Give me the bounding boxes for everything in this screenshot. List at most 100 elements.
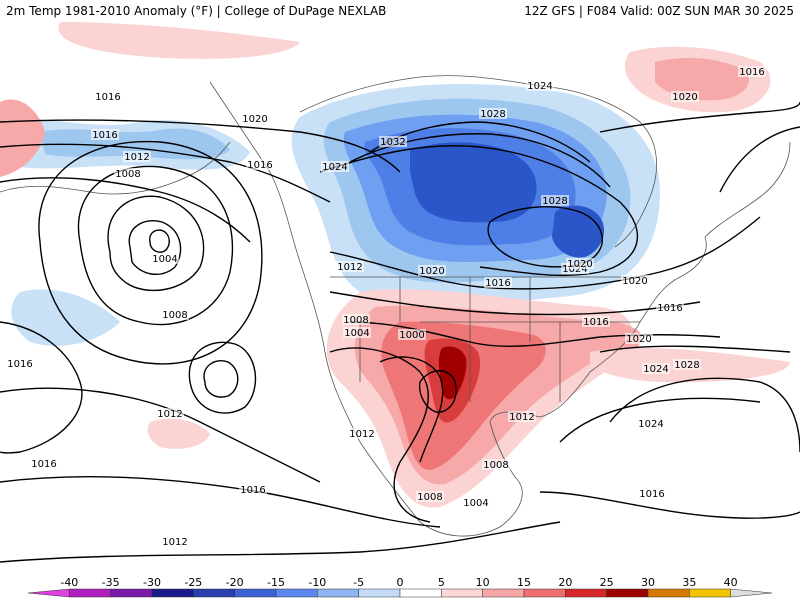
colorbar-tick-label: -20	[226, 576, 244, 589]
isobar-label: 1012	[157, 409, 182, 420]
colorbar-bin	[151, 588, 194, 598]
isobar-label-bg	[541, 195, 569, 206]
isobar-label: 1020	[242, 114, 267, 125]
isobar-label: 1024	[322, 162, 347, 173]
header-bar: 2m Temp 1981-2010 Anomaly (°F) | College…	[0, 0, 800, 22]
isobar-label: 1008	[162, 310, 187, 321]
isobar-label: 1020	[626, 334, 651, 345]
isobar-label: 1020	[567, 259, 592, 270]
isobar-label: 1024	[643, 364, 668, 375]
isobar-label: 1028	[480, 109, 505, 120]
isobar-label: 1004	[152, 254, 177, 265]
isobar-label: 1020	[622, 276, 647, 287]
isobar-label-bg	[114, 168, 142, 179]
product-title: 2m Temp 1981-2010 Anomaly (°F) | College…	[6, 4, 387, 18]
isobar-label-bg	[482, 459, 510, 470]
isobar-label-bg	[673, 359, 701, 370]
colorbar-bin	[565, 588, 607, 598]
isobar-label-bg	[239, 484, 267, 495]
isobar-label-bg	[566, 258, 594, 269]
isobar-label: 1012	[337, 262, 362, 273]
isobar-label-bg	[462, 497, 490, 508]
isobar-label: 1020	[419, 266, 444, 277]
isobar-label: 1016	[739, 67, 764, 78]
colorbar-tick-label: -25	[184, 576, 202, 589]
colorbar-tick-label: -40	[60, 576, 78, 589]
colorbar-bin	[317, 588, 359, 598]
isobar-label: 1012	[349, 429, 374, 440]
model-run-info: 12Z GFS | F084 Valid: 00Z SUN MAR 30 202…	[524, 4, 794, 18]
colorbar-bin	[110, 588, 153, 598]
colorbar-bin	[523, 588, 566, 598]
colorbar-tick-label: -10	[308, 576, 326, 589]
anomaly-map: 1016 1016 1012 1008 1004 1008 1020 1016 1024 1032…	[0, 22, 800, 563]
isobar-label-bg	[625, 333, 653, 344]
isobar-labels: 1016 1016 1012 1008 1004 1008 1020 1016 1024 1032…	[6, 66, 766, 548]
colorbar-tick-label: 10	[476, 576, 490, 589]
isobar-label-bg	[642, 363, 670, 374]
isobar-label: 1028	[674, 360, 699, 371]
isobar-label-bg	[637, 418, 665, 429]
isobar-label-bg	[91, 129, 119, 140]
isobar-label: 1008	[343, 315, 368, 326]
isobar-label-bg	[656, 302, 684, 313]
isobar-label-bg	[379, 136, 407, 147]
colorbar-bin	[689, 588, 731, 598]
isobar-label-bg	[416, 491, 444, 502]
isobar-label-bg	[638, 488, 666, 499]
isobar-label: 1004	[463, 498, 488, 509]
isobar-label: 1012	[509, 412, 534, 423]
isobar-label-bg	[336, 261, 364, 272]
isobar-label: 1024	[638, 419, 663, 430]
isobar-label: 1016	[639, 489, 664, 500]
isobar-label: 1024	[527, 81, 552, 92]
colorbar-bins	[27, 588, 773, 598]
isobar-label-bg	[479, 108, 507, 119]
colorbar-tick-label: -5	[353, 576, 364, 589]
colorbar-bin	[234, 588, 277, 598]
colorbar-bin	[275, 588, 318, 598]
isobar-label: 1016	[31, 459, 56, 470]
isobar-label-bg	[418, 265, 446, 276]
colorbar-tick-label: -30	[143, 576, 161, 589]
isobar-label: 1028	[542, 196, 567, 207]
isobar-label-bg	[94, 91, 122, 102]
colorbar-tick-label: 15	[517, 576, 531, 589]
isobar-label-bg	[526, 80, 554, 91]
isobar-label-bg	[738, 66, 766, 77]
isobar-label-bg	[508, 411, 536, 422]
isobar-label: 1008	[417, 492, 442, 503]
colorbar-bin	[647, 588, 690, 598]
isobar-label-bg	[246, 159, 274, 170]
isobar-label: 1032	[380, 137, 405, 148]
colorbar-bin	[358, 588, 401, 598]
isobar-label: 1020	[672, 92, 697, 103]
isobar-label: 1000	[399, 330, 424, 341]
colorbar-bin	[606, 588, 649, 598]
isobar-label-bg	[484, 277, 512, 288]
isobar-label-bg	[156, 408, 184, 419]
isobar-label: 1016	[240, 485, 265, 496]
isobar-label: 1004	[344, 328, 369, 339]
colorbar-bin	[69, 588, 111, 598]
isobar-label-bg	[30, 458, 58, 469]
colorbar-bin	[399, 588, 442, 598]
isobar-label-bg	[161, 536, 189, 547]
colorbar-tick-label: 25	[600, 576, 614, 589]
isobar-label: 1012	[162, 537, 187, 548]
isobar-label: 1024	[562, 264, 587, 275]
isobar-label-bg	[241, 113, 269, 124]
colorbar-tick-label: -15	[267, 576, 285, 589]
isobar-label: 1008	[115, 169, 140, 180]
colorbar-tick-label: -35	[102, 576, 120, 589]
isobar-label-bg	[582, 316, 610, 327]
colorbar-graphic: -40 -35 -30 -25 -20 -15 -10 -5 0 5 10 15 20 25 30 35 40	[27, 576, 773, 598]
colorbar-bin	[193, 588, 235, 598]
isobar-label: 1016	[7, 359, 32, 370]
colorbar-tick-labels: -40 -35 -30 -25 -20 -15 -10 -5 0 5 10 15 20 25 30 35 40	[60, 576, 737, 589]
isobar-label-bg	[151, 253, 179, 264]
colorbar-tick-label: 35	[682, 576, 696, 589]
isobar-label: 1008	[483, 460, 508, 471]
isobar-label-bg	[342, 314, 370, 325]
isobar-label-bg	[123, 151, 151, 162]
